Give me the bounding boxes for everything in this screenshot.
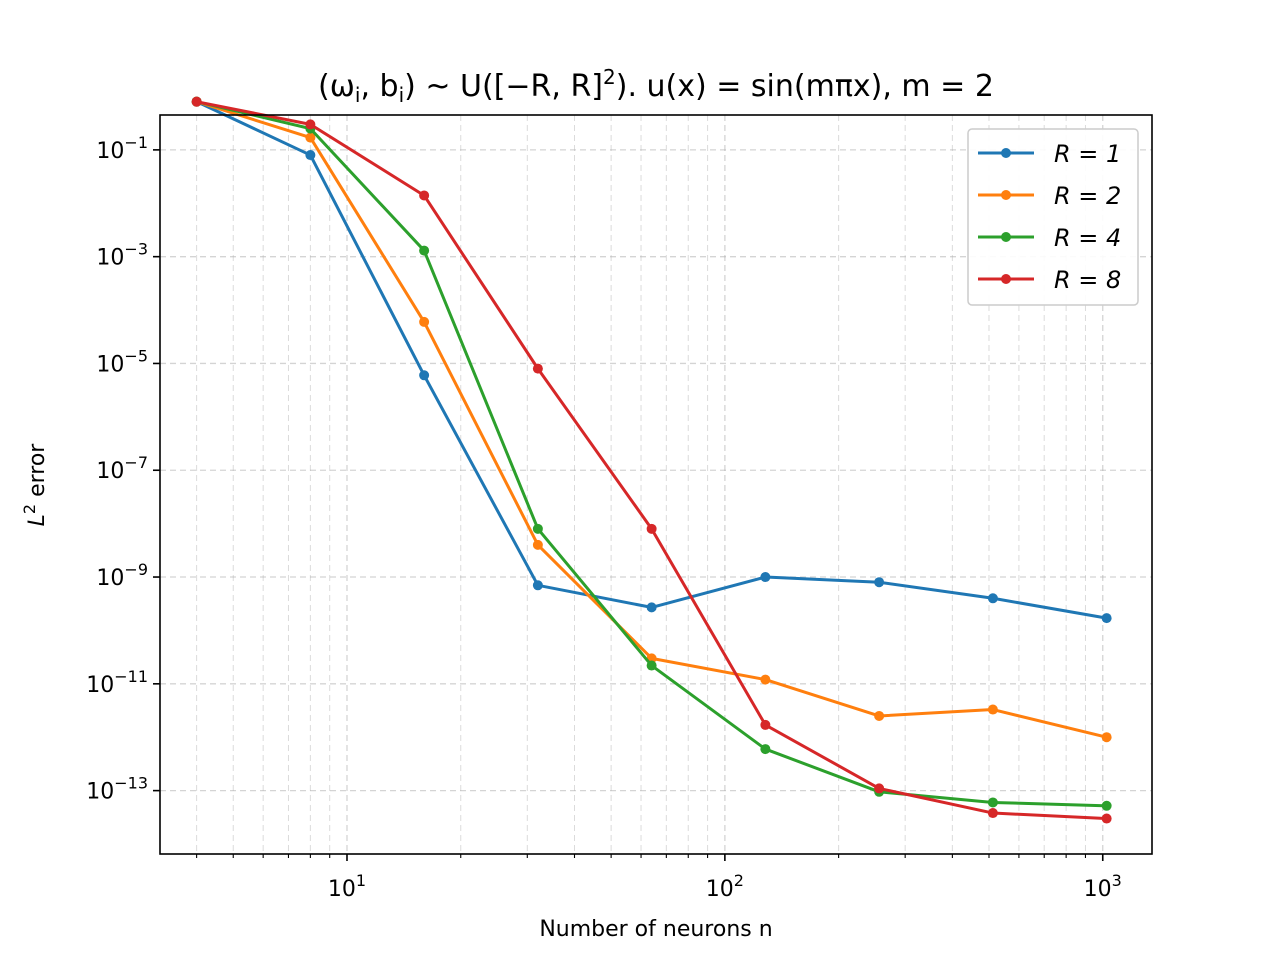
data-point: [532, 523, 543, 534]
x-tick-label: 102: [706, 871, 744, 902]
legend-label: R = 1: [1054, 140, 1121, 168]
x-tick-label: 101: [328, 871, 366, 902]
y-tick-labels: 10−1 10−3 10−5 10−7 10−9 10−11 10−13: [86, 133, 148, 805]
data-point: [874, 783, 885, 794]
data-point: [760, 719, 771, 730]
data-point: [987, 593, 998, 604]
x-tick-labels: 101 102 103: [328, 871, 1122, 902]
data-point: [987, 797, 998, 808]
y-axis-label: L2 error: [20, 443, 50, 527]
data-point: [191, 96, 202, 107]
x-tick-label: 103: [1084, 871, 1122, 902]
data-point: [987, 808, 998, 819]
data-point: [419, 370, 430, 381]
legend-label: R = 4: [1054, 224, 1121, 252]
legend-marker: [1001, 274, 1011, 284]
data-point: [760, 674, 771, 685]
legend-box: [967, 128, 1139, 306]
data-point: [1101, 613, 1112, 624]
data-point: [419, 190, 430, 201]
data-point: [419, 316, 430, 327]
y-tick-label: 10−11: [86, 667, 148, 698]
y-tick-label: 10−7: [96, 453, 148, 484]
data-point: [760, 572, 771, 583]
data-point: [532, 363, 543, 374]
data-point: [874, 710, 885, 721]
y-tick-label: 10−9: [96, 560, 148, 591]
data-point: [305, 119, 316, 130]
data-point: [760, 744, 771, 755]
legend-marker: [1001, 190, 1011, 200]
x-axis-label: Number of neurons n: [539, 917, 772, 942]
y-tick-label: 10−3: [96, 240, 148, 271]
series-layer: [191, 96, 1112, 824]
data-point: [874, 577, 885, 588]
tick-marks: [153, 149, 1104, 861]
legend: R = 1 R = 2 R = 4 R = 8: [967, 128, 1139, 306]
data-point: [532, 580, 543, 591]
data-point: [305, 132, 316, 143]
legend-label: R = 2: [1054, 182, 1121, 210]
data-point: [646, 523, 657, 534]
y-tick-label: 10−1: [96, 133, 148, 164]
data-point: [419, 245, 430, 256]
legend-marker: [1001, 232, 1011, 242]
data-point: [646, 660, 657, 671]
plot-frame: [159, 114, 1153, 855]
data-point: [532, 539, 543, 550]
data-point: [1101, 813, 1112, 824]
data-point: [987, 704, 998, 715]
data-point: [1101, 732, 1112, 743]
data-point: [646, 602, 657, 613]
y-tick-label: 10−5: [96, 346, 148, 377]
chart-title: (ωi, bi) ~ U([−R, R]2). u(x) = sin(mπx),…: [318, 65, 994, 107]
data-point: [305, 150, 316, 161]
legend-marker: [1001, 148, 1011, 158]
data-point: [1101, 800, 1112, 811]
y-tick-label: 10−13: [86, 774, 148, 805]
major-gridlines: [160, 115, 1152, 854]
legend-label: R = 8: [1054, 266, 1121, 294]
